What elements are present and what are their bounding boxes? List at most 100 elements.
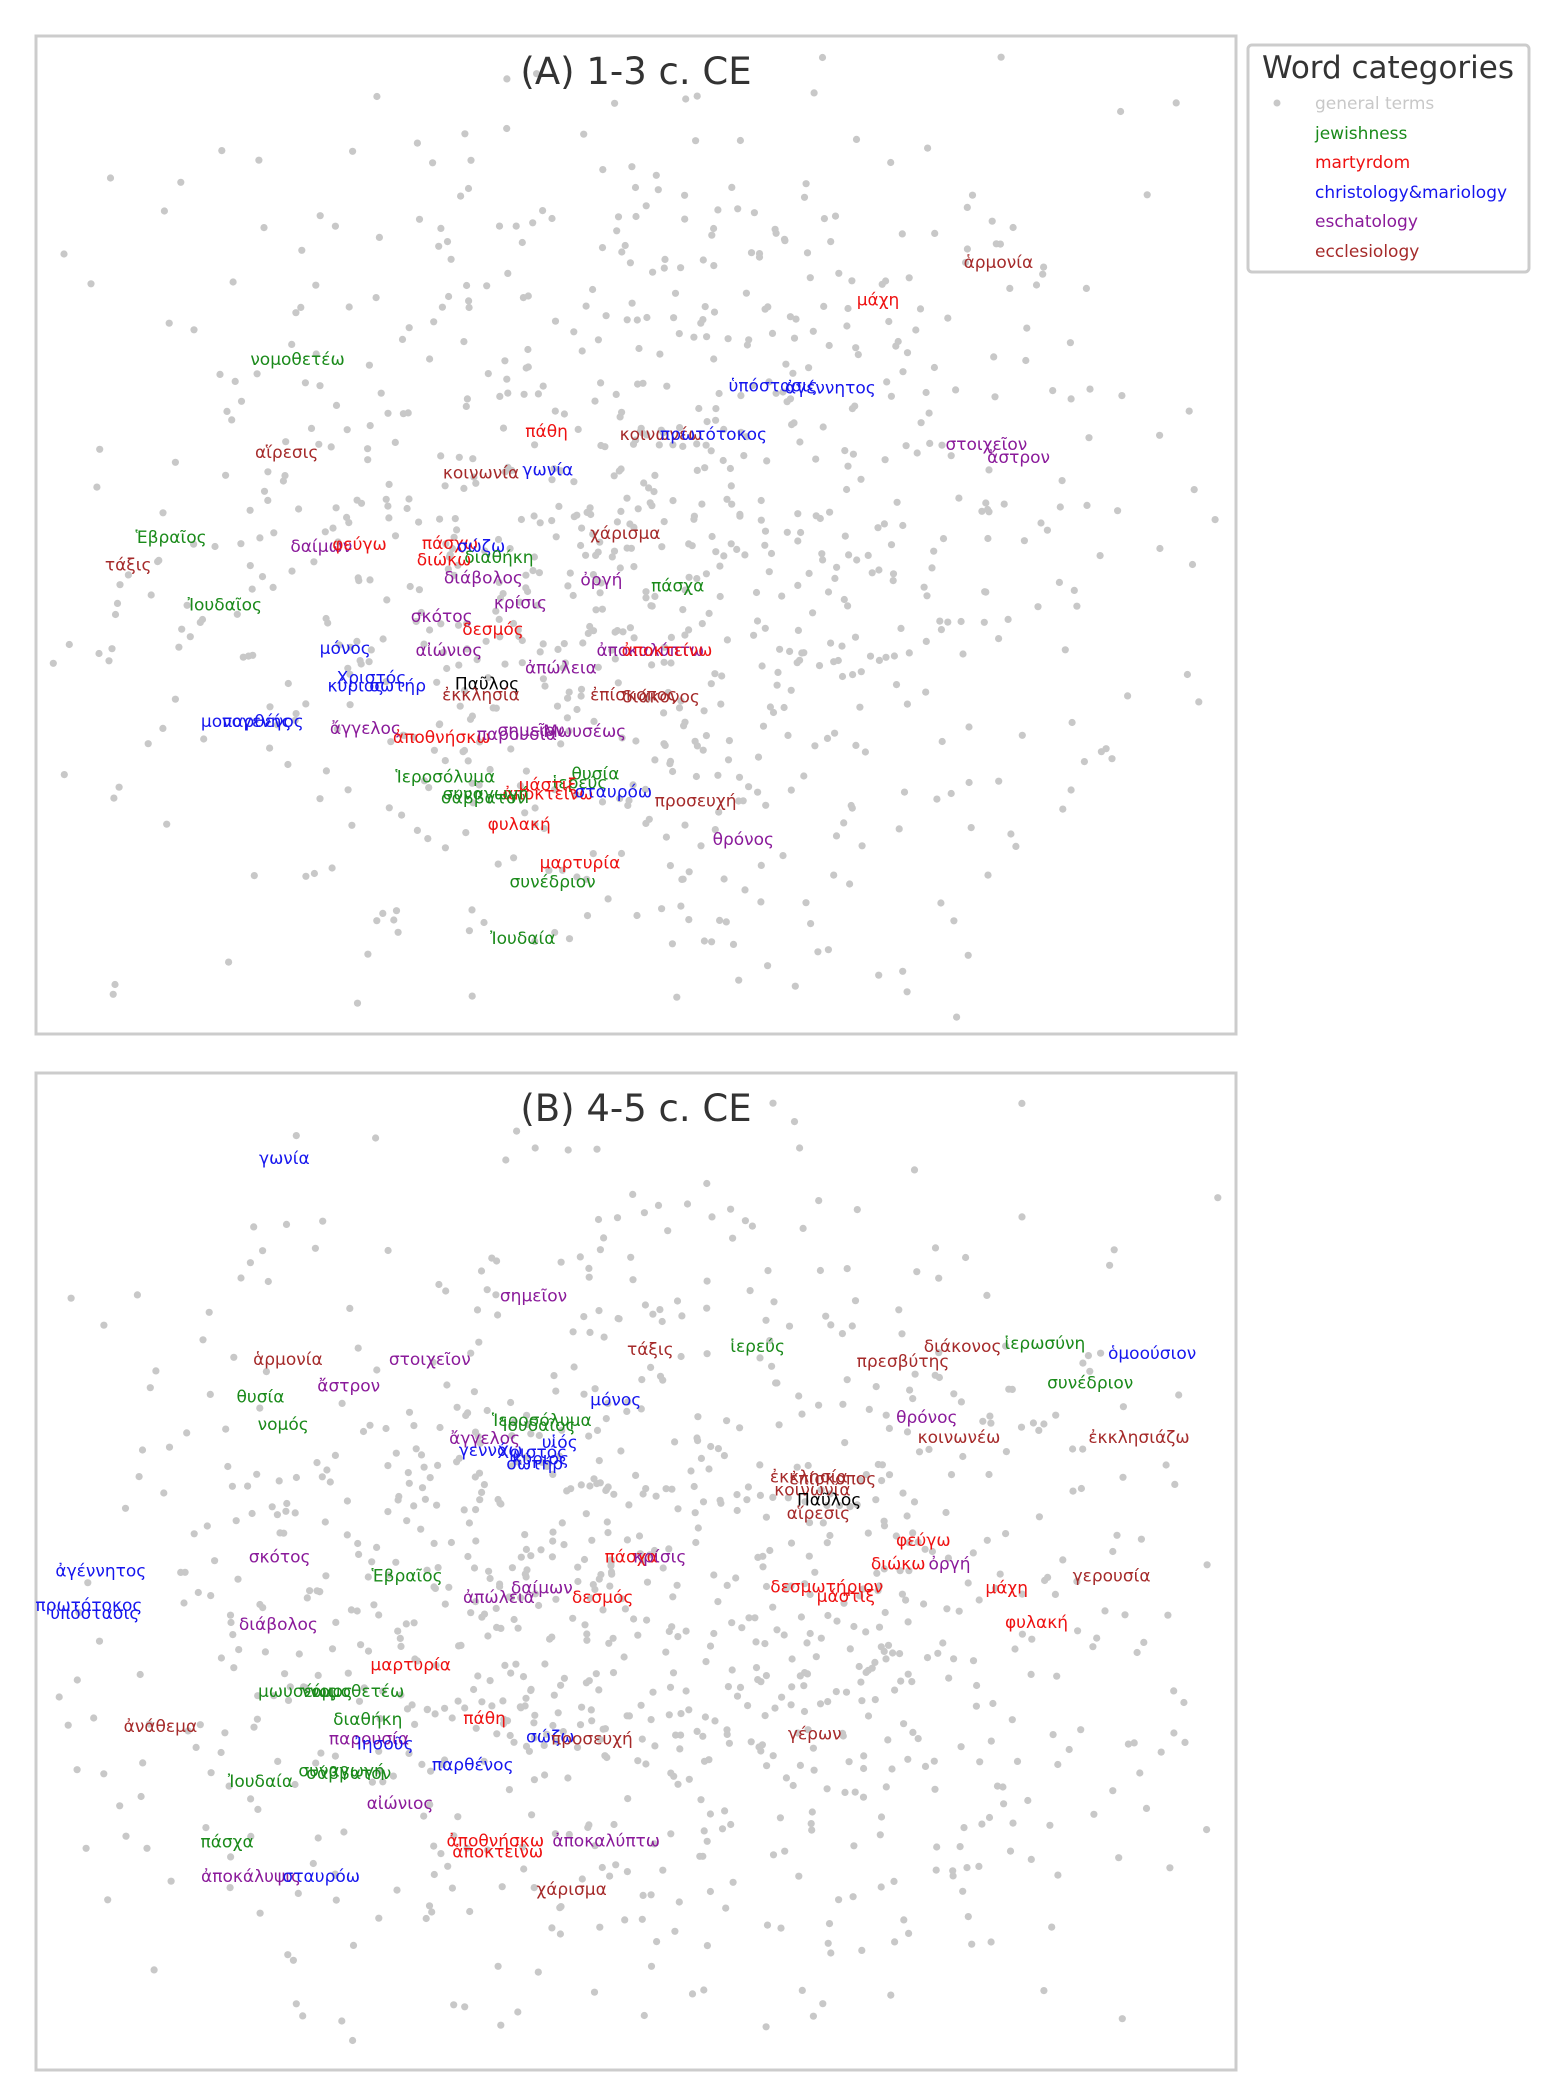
general-term-point <box>794 1729 802 1737</box>
word-label-christology: υἱός <box>542 1433 578 1453</box>
general-term-point <box>831 212 840 220</box>
general-term-point <box>679 606 687 614</box>
general-term-point <box>574 425 582 433</box>
general-term-point <box>898 1330 906 1338</box>
general-term-point <box>892 1532 900 1540</box>
general-term-point <box>548 214 556 223</box>
word-label-martyrdom: φυλακή <box>1005 1613 1068 1633</box>
general-term-point <box>519 1673 528 1681</box>
general-term-point <box>963 245 972 253</box>
general-term-point <box>1065 1745 1073 1754</box>
general-term-point <box>456 702 464 710</box>
general-term-point <box>630 523 638 532</box>
general-term-point <box>625 1501 633 1509</box>
general-term-point <box>859 1793 868 1801</box>
general-term-point <box>708 532 716 541</box>
general-term-point <box>468 992 476 1000</box>
word-label-eschatology: Μωυσέως <box>543 722 626 742</box>
general-term-point <box>468 779 476 787</box>
general-term-point <box>159 724 167 733</box>
general-term-point <box>211 1557 219 1565</box>
word-label-eschatology: ἀποκαλύπτω <box>552 1832 660 1852</box>
general-term-point <box>743 341 752 349</box>
word-label-jewishness: Ἱεροσόλυμα <box>492 1411 592 1431</box>
general-term-point <box>111 610 120 619</box>
general-term-point <box>652 1492 660 1500</box>
general-term-point <box>100 1321 108 1329</box>
general-term-point <box>904 1755 912 1763</box>
general-term-point <box>973 1681 981 1690</box>
general-term-point <box>410 1422 418 1430</box>
general-term-point <box>849 1893 857 1901</box>
general-term-point <box>514 1624 522 1632</box>
general-term-point <box>947 452 955 460</box>
general-term-point <box>666 862 675 870</box>
general-term-point <box>778 1693 786 1701</box>
general-term-point <box>450 1832 458 1840</box>
general-term-point <box>531 1144 539 1152</box>
general-term-point <box>460 1506 468 1514</box>
general-term-point <box>578 1875 586 1883</box>
general-term-point <box>466 715 475 723</box>
general-term-point <box>596 1923 604 1931</box>
general-term-point <box>539 640 547 648</box>
general-term-point <box>550 465 558 473</box>
general-term-point <box>736 512 744 520</box>
general-term-point <box>462 402 470 410</box>
general-term-point <box>312 350 320 358</box>
general-term-point <box>651 756 659 764</box>
general-term-point <box>1085 434 1093 442</box>
general-term-point <box>590 717 598 726</box>
general-term-point <box>600 1333 608 1341</box>
general-term-point <box>145 1720 154 1728</box>
general-term-point <box>844 304 852 313</box>
general-term-point <box>892 681 901 689</box>
general-term-point <box>1175 1391 1183 1399</box>
general-term-point <box>763 457 771 465</box>
general-term-point <box>634 380 642 388</box>
general-term-point <box>1006 284 1014 292</box>
general-term-point <box>582 551 590 559</box>
general-term-point <box>274 1757 282 1765</box>
general-term-point <box>602 1415 610 1423</box>
general-term-point <box>912 326 920 334</box>
general-term-point <box>548 1553 557 1561</box>
general-term-point <box>714 1445 723 1453</box>
general-term-point <box>931 1244 940 1252</box>
general-term-point <box>588 1536 596 1544</box>
general-term-point <box>896 1567 904 1575</box>
general-term-point <box>690 1482 698 1491</box>
general-term-point <box>662 1485 670 1493</box>
general-term-point <box>882 1655 890 1663</box>
general-term-point <box>808 1808 816 1816</box>
general-term-point <box>715 389 723 398</box>
general-term-point <box>372 1134 380 1142</box>
word-label-ecclesiology: ἁρμονία <box>964 253 1034 273</box>
general-term-point <box>218 147 226 155</box>
general-term-point <box>375 1611 383 1619</box>
general-term-point <box>697 1454 706 1462</box>
general-term-point <box>639 1891 647 1899</box>
word-label-ecclesiology: διάκονος <box>622 687 700 707</box>
general-term-point <box>485 1567 493 1575</box>
general-term-point <box>910 1166 919 1174</box>
general-term-point <box>467 1349 475 1357</box>
general-term-point <box>965 778 973 787</box>
general-term-point <box>808 1826 816 1834</box>
general-term-point <box>379 909 387 918</box>
general-term-point <box>883 378 891 386</box>
general-term-point <box>690 333 698 341</box>
general-term-point <box>1007 830 1015 838</box>
word-label-martyrdom: ἀποθνήσκω <box>447 1832 545 1852</box>
general-term-point <box>394 1627 402 1635</box>
general-term-point <box>565 688 573 696</box>
general-term-point <box>949 1872 957 1880</box>
general-term-point <box>722 918 730 926</box>
general-term-point <box>465 297 473 305</box>
general-term-point <box>480 1757 488 1765</box>
general-term-point <box>387 738 395 746</box>
general-term-point <box>247 1795 255 1803</box>
general-term-point <box>609 1634 617 1642</box>
general-term-point <box>888 1765 896 1773</box>
general-term-point <box>618 734 626 742</box>
